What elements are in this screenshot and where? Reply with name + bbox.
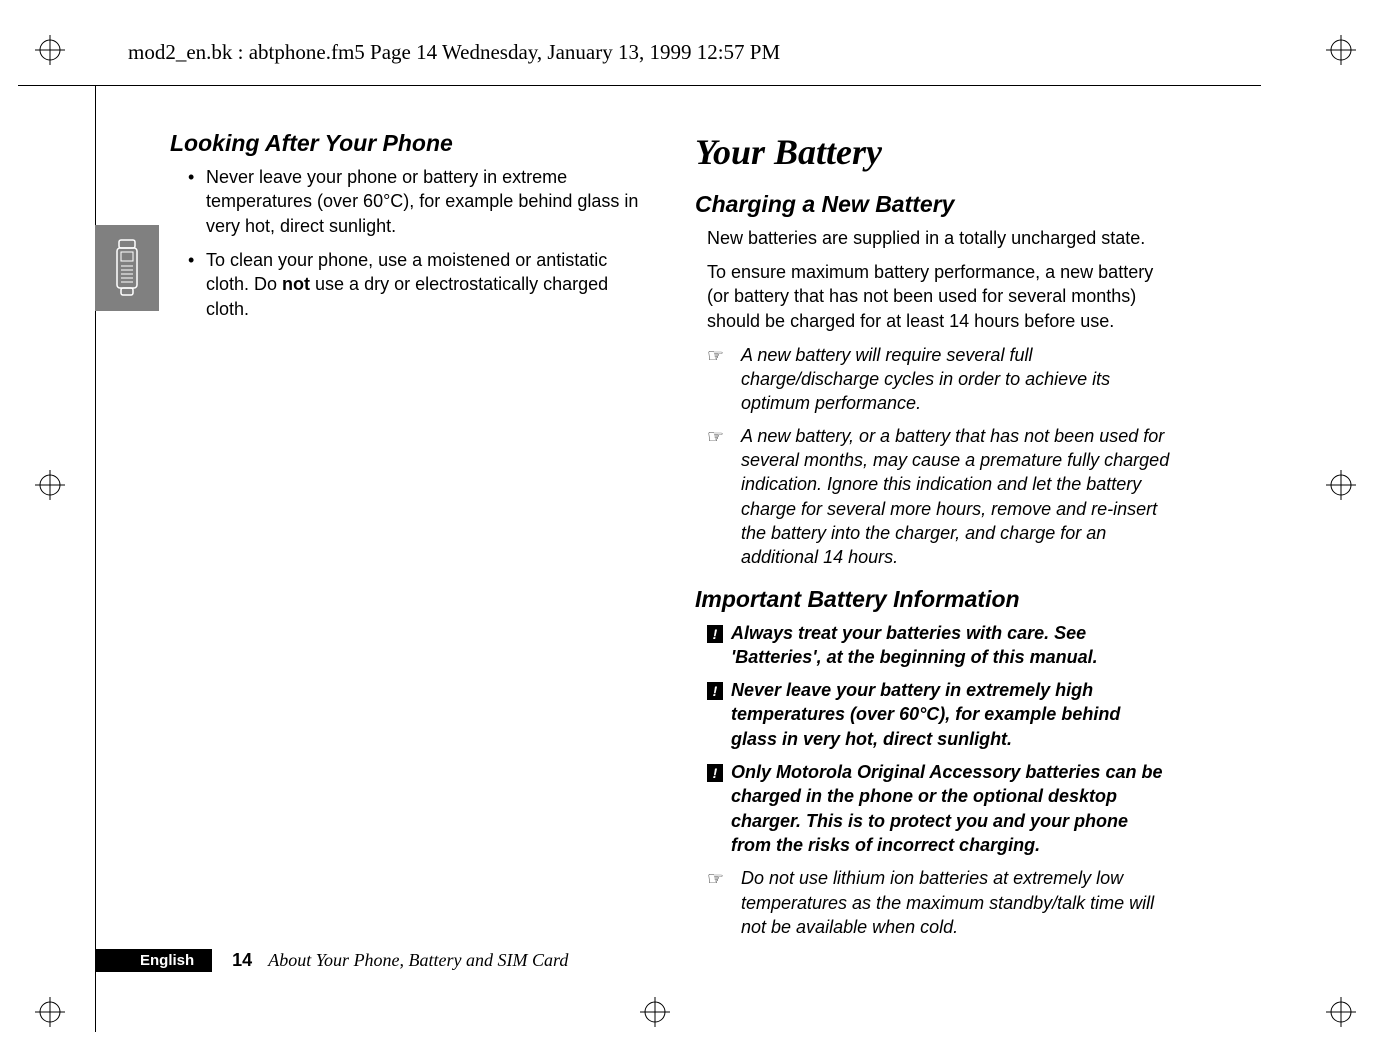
bullet-item: • Never leave your phone or battery in e… (170, 165, 645, 238)
right-column: Your Battery Charging a New Battery New … (695, 128, 1170, 947)
bullet-item: • To clean your phone, use a moistened o… (170, 248, 645, 321)
note-text: A new battery will require several full … (741, 343, 1170, 416)
crop-mark-icon (1326, 997, 1356, 1027)
warning-text: Only Motorola Original Accessory batteri… (731, 760, 1170, 857)
section-heading-important: Important Battery Information (695, 584, 1170, 615)
warning-text: Always treat your batteries with care. S… (731, 621, 1170, 670)
note-item: ☞ A new battery, or a battery that has n… (707, 424, 1170, 570)
crop-mark-icon (35, 470, 65, 500)
note-hand-icon: ☞ (707, 866, 741, 939)
note-item: ☞ Do not use lithium ion batteries at ex… (707, 866, 1170, 939)
note-item: ☞ A new battery will require several ful… (707, 343, 1170, 416)
bullet-icon: • (188, 165, 206, 238)
bullet-icon: • (188, 248, 206, 321)
phone-icon (113, 238, 141, 298)
paragraph: New batteries are supplied in a totally … (707, 226, 1170, 250)
note-hand-icon: ☞ (707, 424, 741, 570)
warning-icon: ! (707, 678, 731, 751)
crop-mark-icon (1326, 470, 1356, 500)
note-text: Do not use lithium ion batteries at extr… (741, 866, 1170, 939)
crop-mark-icon (35, 35, 65, 65)
footer-section-title: About Your Phone, Battery and SIM Card (268, 950, 568, 970)
page-container: mod2_en.bk : abtphone.fm5 Page 14 Wednes… (0, 0, 1391, 1062)
page-footer: English 14 About Your Phone, Battery and… (95, 949, 568, 972)
bullet-text: To clean your phone, use a moistened or … (206, 248, 645, 321)
page-number: 14 (232, 950, 252, 970)
document-header: mod2_en.bk : abtphone.fm5 Page 14 Wednes… (128, 40, 780, 65)
top-rule (18, 85, 1261, 86)
left-column: Looking After Your Phone • Never leave y… (170, 128, 645, 947)
page-title: Your Battery (695, 128, 1170, 177)
warning-item: ! Only Motorola Original Accessory batte… (707, 760, 1170, 857)
paragraph: To ensure maximum battery performance, a… (707, 260, 1170, 333)
warning-item: ! Never leave your battery in extremely … (707, 678, 1170, 751)
bullet-text: Never leave your phone or battery in ext… (206, 165, 645, 238)
crop-mark-icon (640, 997, 670, 1027)
sidebar-tab (95, 225, 159, 311)
warning-icon: ! (707, 621, 731, 670)
warning-item: ! Always treat your batteries with care.… (707, 621, 1170, 670)
text-bold: not (282, 274, 310, 294)
note-hand-icon: ☞ (707, 343, 741, 416)
crop-mark-icon (35, 997, 65, 1027)
section-heading-looking-after: Looking After Your Phone (170, 128, 645, 159)
language-badge: English (95, 949, 212, 972)
warning-icon: ! (707, 760, 731, 857)
crop-mark-icon (1326, 35, 1356, 65)
note-text: A new battery, or a battery that has not… (741, 424, 1170, 570)
warning-text: Never leave your battery in extremely hi… (731, 678, 1170, 751)
section-heading-charging: Charging a New Battery (695, 189, 1170, 220)
content-area: Looking After Your Phone • Never leave y… (170, 128, 1170, 947)
